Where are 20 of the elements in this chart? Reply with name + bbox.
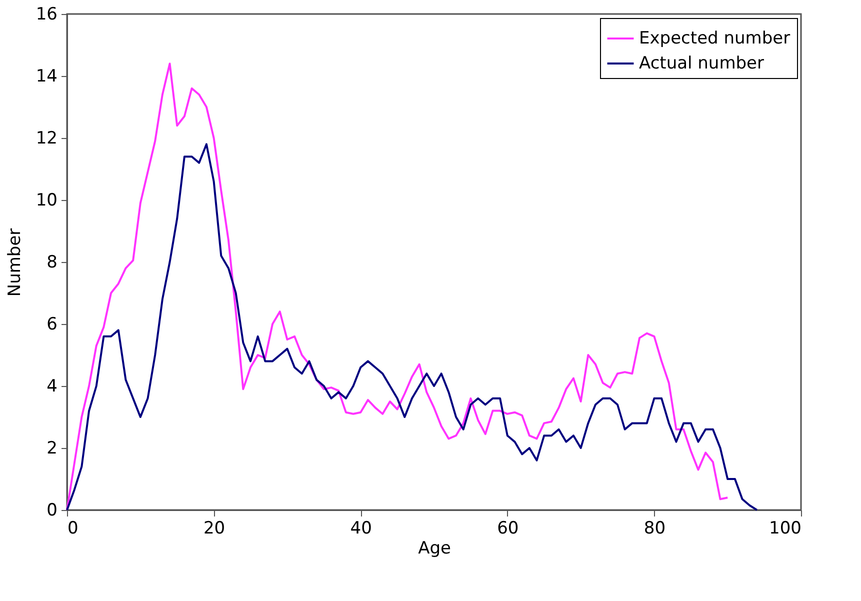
line-series [66, 143, 758, 511]
legend-label: Actual number [639, 54, 764, 74]
x-tick-label: 40 [350, 518, 372, 538]
x-tick-label: 60 [497, 518, 519, 538]
y-tick-label: 12 [36, 128, 58, 148]
x-tick-label: 100 [769, 518, 802, 538]
x-tick-label: 0 [68, 518, 78, 538]
x-axis-title: Age [418, 538, 451, 558]
y-tick-label: 14 [36, 66, 58, 86]
y-tick-label: 6 [46, 314, 58, 334]
x-tick-label: 20 [203, 518, 226, 538]
y-tick-label: 10 [36, 190, 58, 210]
y-tick-label: 4 [46, 376, 58, 396]
x-tick-label: 80 [644, 518, 666, 538]
y-tick-label: 0 [46, 500, 58, 520]
legend-label: Expected number [639, 28, 790, 48]
y-axis-title: Number [4, 228, 25, 297]
y-tick-label: 2 [46, 438, 58, 458]
y-tick-label: 8 [46, 252, 58, 272]
y-tick-label: 16 [36, 4, 58, 24]
